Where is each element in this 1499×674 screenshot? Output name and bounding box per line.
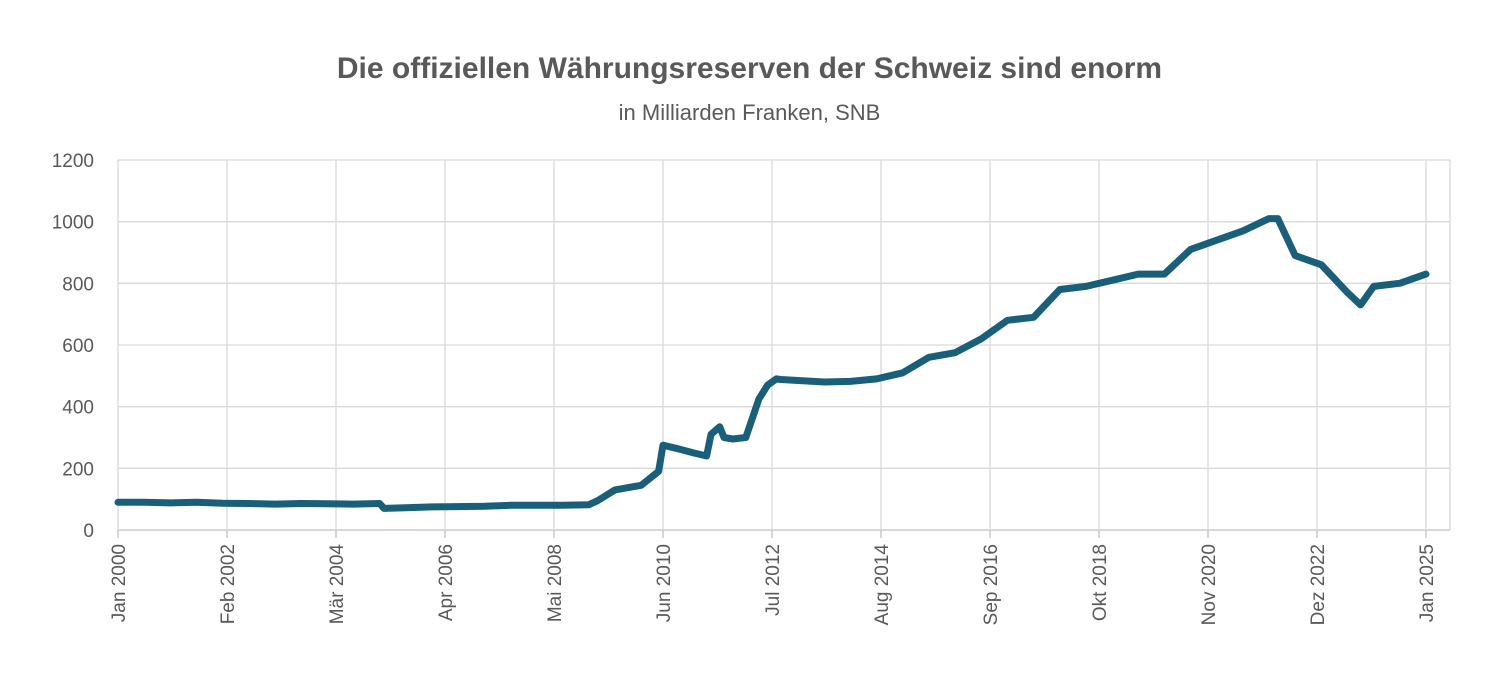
x-tick-label: Jan 2025	[1417, 544, 1438, 622]
x-tick-label: Mai 2008	[545, 544, 566, 622]
x-tick-label: Aug 2014	[872, 544, 893, 626]
x-tick-label: Jun 2010	[654, 544, 675, 622]
series-line	[114, 215, 1430, 512]
x-tick-label: Apr 2006	[436, 544, 457, 621]
y-tick-label: 800	[62, 274, 94, 295]
x-tick-label: Dez 2022	[1308, 544, 1329, 625]
chart-subtitle: in Milliarden Franken, SNB	[618, 100, 881, 125]
series-layer	[114, 215, 1430, 512]
x-tick-label: Sep 2016	[981, 544, 1002, 625]
x-tick-label: Mär 2004	[327, 544, 348, 625]
y-tick-label: 0	[83, 521, 94, 542]
y-tick-label: 200	[62, 459, 94, 480]
y-tick-label: 400	[62, 398, 94, 419]
x-tick-label: Feb 2002	[218, 544, 239, 624]
y-tick-label: 1000	[52, 213, 94, 234]
axis-layer: 0 200 400 600 800 1000 1200 Jan 2000 Feb 2002 Mär…	[52, 151, 1438, 625]
grid-layer	[117, 159, 1451, 531]
chart-title: Die offiziellen Währungsreserven der Sch…	[336, 52, 1163, 85]
x-tick-label: Jan 2000	[109, 544, 130, 622]
x-tick-label: Jul 2012	[763, 544, 784, 616]
x-tick-label: Okt 2018	[1090, 544, 1111, 621]
y-tick-label: 1200	[52, 151, 94, 172]
x-tick-label: Nov 2020	[1199, 544, 1220, 625]
y-tick-label: 600	[62, 336, 94, 357]
